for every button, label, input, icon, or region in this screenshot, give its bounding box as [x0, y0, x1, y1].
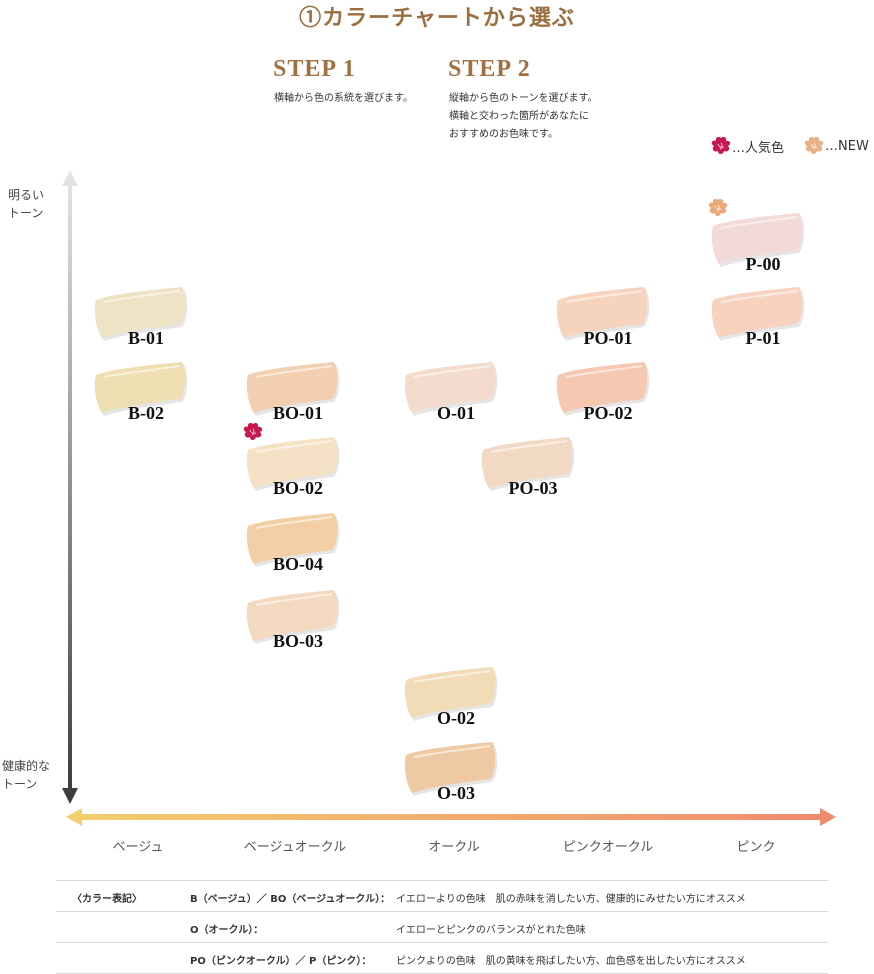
notation-desc: イエローよりの色味 肌の赤味を消したい方、健康的にみせたい方にオススメ [396, 894, 746, 905]
page-title: ①カラーチャートから選ぶ [299, 5, 575, 31]
vertical-axis-arrow [62, 170, 78, 804]
shade-swatch [404, 667, 498, 721]
shade-code: PO-01 [583, 328, 633, 348]
horizontal-axis-arrow [66, 808, 836, 826]
notation-row: PO（ピンクオークル）／ P（ピンク）： ピンクよりの色味 肌の黄味を飛ばしたい… [56, 943, 828, 974]
shade-swatch [556, 362, 650, 416]
shade-swatch [404, 742, 498, 796]
category-beige: ベージュ [112, 840, 164, 855]
step-2-heading: STEP 2 [448, 56, 531, 82]
step-2-text: 縦軸から色のトーンを選びます。 横軸と交わった箇所があなたに おすすめのお色味で… [449, 93, 598, 140]
shade-code: O-01 [437, 403, 475, 423]
step-1-heading: STEP 1 [273, 56, 356, 82]
notation-heading: 〈カラー表記〉 [72, 894, 142, 905]
shade-code: PO-03 [508, 478, 558, 498]
popular-flower-icon [242, 422, 264, 442]
notation-row: O（オークル）： イエローとピンクのバランスがとれた色味 [56, 912, 828, 943]
popular-flower-icon [710, 136, 732, 156]
shade-swatch [246, 590, 340, 644]
shade-swatch [246, 437, 340, 491]
step-1-text: 横軸から色の系統を選びます。 [274, 93, 413, 104]
category-ochre: オークル [428, 840, 480, 855]
legend-new-label: …NEW [825, 138, 869, 154]
shade-code: O-03 [437, 783, 475, 803]
shade-swatch [711, 287, 805, 341]
notation-key: B（ベージュ）／ BO（ベージュオークル）： [190, 894, 391, 905]
axis-label-healthy: 健康的な トーン [2, 759, 51, 791]
shade-swatch [94, 362, 188, 416]
legend-popular-label: …人気色 [732, 140, 785, 156]
category-pink-ochre: ピンクオークル [562, 840, 654, 855]
shade-code: BO-04 [272, 554, 323, 574]
shade-code: BO-02 [272, 478, 323, 498]
notation-key: O（オークル）： [190, 925, 264, 936]
axis-label-bright: 明るい トーン [8, 188, 45, 220]
legend-popular: …人気色 [710, 136, 784, 156]
notation-desc: イエローとピンクのバランスがとれた色味 [396, 925, 586, 936]
shade-swatch [481, 437, 575, 491]
category-beige-ochre: ベージュオークル [243, 840, 347, 855]
notation-row: 〈カラー表記〉 B（ベージュ）／ BO（ベージュオークル）： イエローよりの色味… [56, 881, 828, 912]
shade-swatch [556, 287, 650, 341]
shade-code: O-02 [437, 708, 475, 728]
notation-desc: ピンクよりの色味 肌の黄味を飛ばしたい方、血色感を出したい方にオススメ [396, 956, 746, 967]
notation-key: PO（ピンクオークル）／ P（ピンク）： [190, 956, 372, 967]
shade-swatch [711, 213, 805, 267]
shade-code: B-02 [128, 403, 164, 423]
shade-code: BO-01 [272, 403, 323, 423]
shade-swatch [246, 362, 340, 416]
shade-swatch [404, 362, 498, 416]
color-notation-table: 〈カラー表記〉 B（ベージュ）／ BO（ベージュオークル）： イエローよりの色味… [56, 880, 828, 974]
shade-code: PO-02 [583, 403, 633, 423]
new-flower-icon [707, 198, 729, 218]
shade-swatch [246, 513, 340, 567]
shade-code: P-00 [745, 254, 781, 274]
shade-swatch [94, 287, 188, 341]
shade-code: BO-03 [272, 631, 323, 651]
legend-new: …NEW [803, 136, 869, 156]
shade-code: B-01 [128, 328, 164, 348]
category-pink: ピンク [736, 840, 776, 855]
shade-code: P-01 [745, 328, 781, 348]
new-flower-icon [803, 136, 825, 156]
